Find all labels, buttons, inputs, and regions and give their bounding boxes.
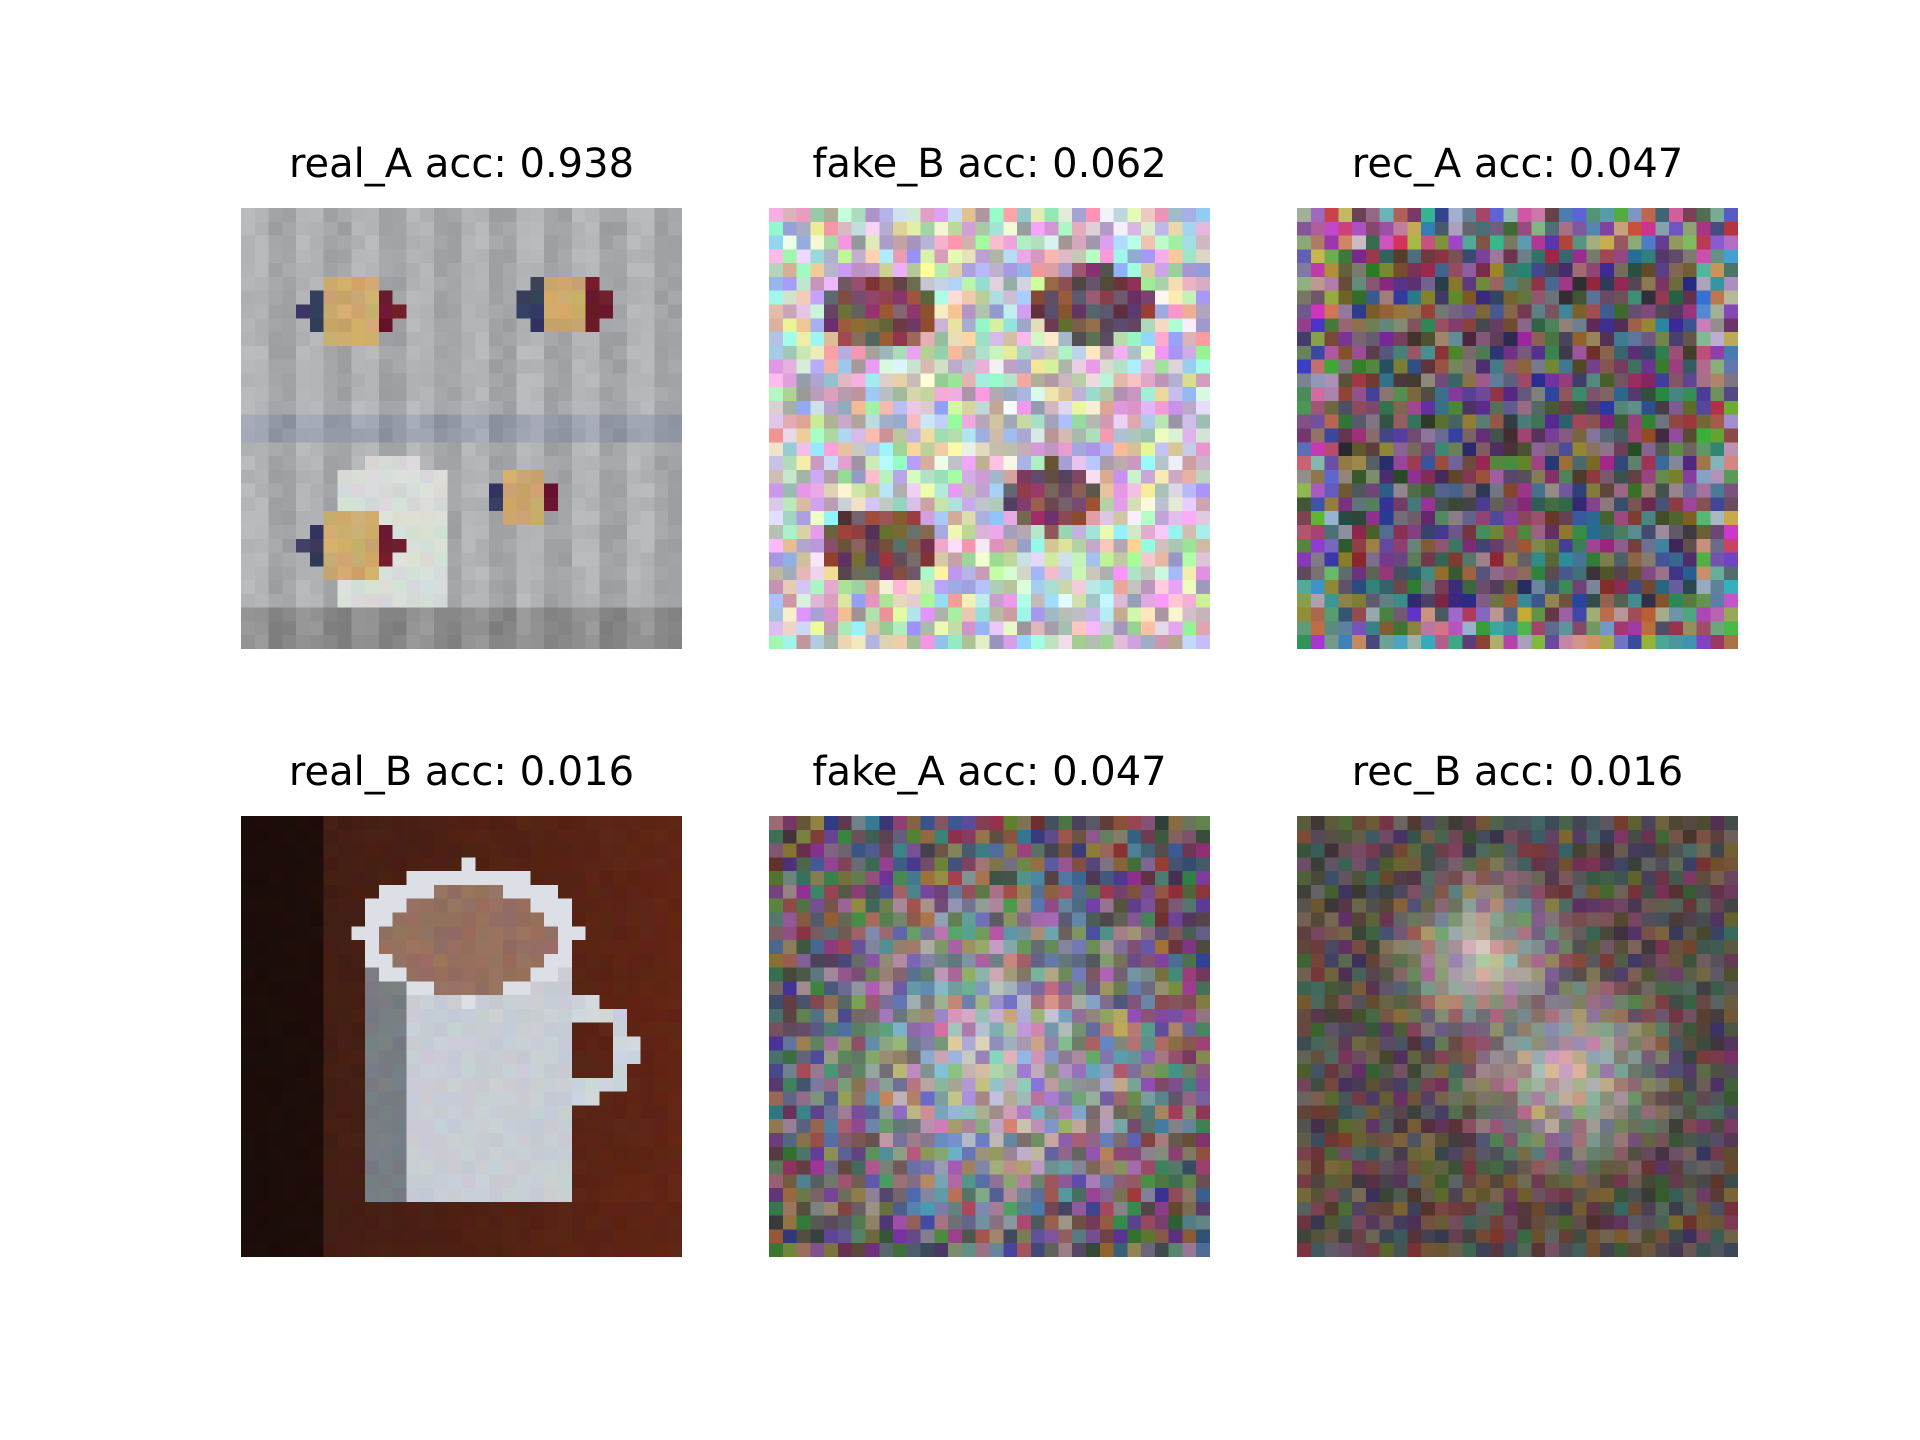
- real-a-image: [241, 208, 682, 649]
- rec-a-image: [1297, 208, 1738, 649]
- panel-title: rec_B acc: 0.016: [1351, 749, 1684, 795]
- panel-title: real_B acc: 0.016: [288, 749, 635, 795]
- panel-title: real_A acc: 0.938: [288, 141, 635, 187]
- rec-b-image: [1297, 816, 1738, 1257]
- panel-title: fake_A acc: 0.047: [812, 749, 1167, 795]
- fake-a-image: [769, 816, 1210, 1257]
- panel-title: rec_A acc: 0.047: [1351, 141, 1684, 187]
- panel-title: fake_B acc: 0.062: [812, 141, 1167, 187]
- real-b-image: [241, 816, 682, 1257]
- fake-b-image: [769, 208, 1210, 649]
